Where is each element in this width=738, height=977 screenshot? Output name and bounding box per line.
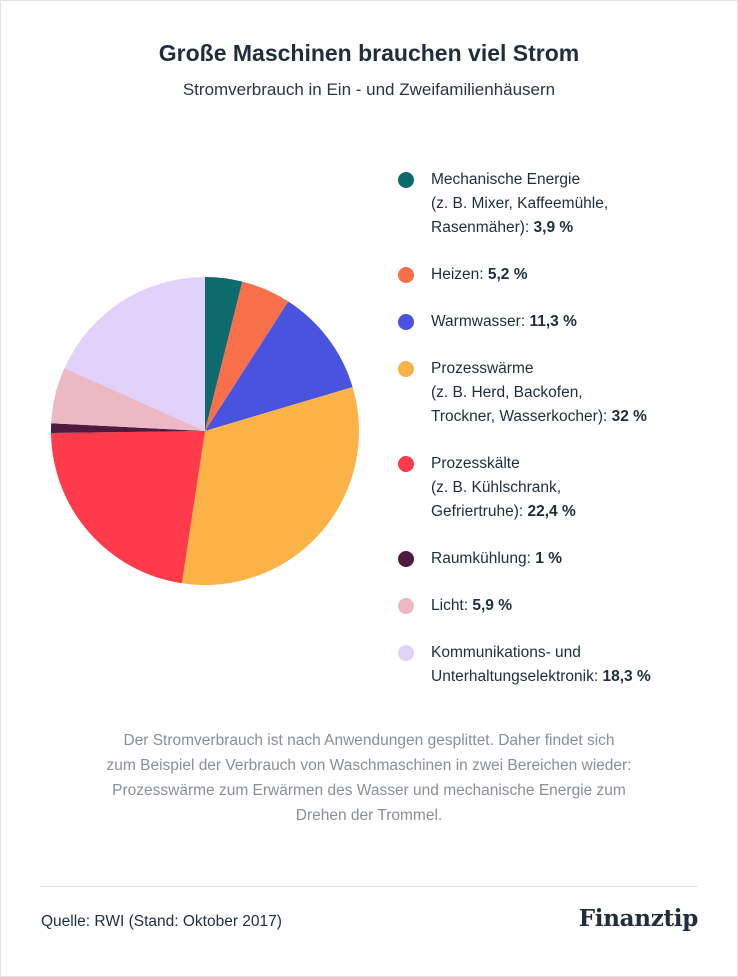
legend-label-line: (z. B. Mixer, Kaffeemühle, — [431, 195, 609, 212]
legend-label-line: Heizen: — [431, 266, 484, 283]
legend-label-line: Trockner, Wasserkocher): — [431, 408, 608, 425]
note-line: Prozesswärme zum Erwärmen des Wasser und… — [112, 782, 626, 799]
note-line: zum Beispiel der Verbrauch von Waschmasc… — [106, 757, 632, 774]
legend-label: Raumkühlung: 1 % — [431, 547, 721, 571]
legend-swatch — [398, 551, 414, 567]
legend-swatch — [398, 172, 414, 188]
pie-slice-2 — [205, 301, 353, 431]
legend-label-line: Prozesswärme — [431, 360, 534, 377]
finanztip-logo: Finanztip — [578, 905, 699, 932]
pie-slice-5 — [50, 423, 206, 433]
chart-note: Der Stromverbrauch ist nach Anwendungen … — [60, 728, 678, 828]
legend-label-line: Licht: — [431, 597, 469, 614]
pie-slice-3 — [181, 387, 359, 585]
legend-label: Prozesskälte (z. B. Kühlschrank, Gefriertr… — [431, 452, 721, 524]
legend-label-line: Raumkühlung: — [431, 550, 531, 567]
pie-slice-6 — [51, 368, 205, 431]
note-line: Der Stromverbrauch ist nach Anwendungen … — [123, 732, 615, 749]
legend-label-line: Unterhaltungselektronik: — [431, 668, 599, 685]
legend-value: 32 % — [611, 408, 647, 425]
pie-chart — [50, 277, 359, 585]
legend-label-line: Prozesskälte — [431, 455, 520, 472]
legend-label: Kommunikations- und Unterhaltungselektron… — [431, 641, 721, 689]
legend-label: Mechanische Energie (z. B. Mixer, Kaffeem… — [431, 168, 721, 240]
pie-slice-0 — [205, 277, 243, 431]
legend-value: 5,2 % — [487, 266, 528, 283]
chart-subtitle: Stromverbrauch in Ein - und Zweifamilien… — [182, 80, 556, 99]
legend-label: Licht: 5,9 % — [431, 594, 721, 618]
legend-label-line: (z. B. Kühlschrank, — [431, 479, 562, 496]
legend-swatch — [398, 267, 414, 283]
legend-label-line: Rasenmäher): — [431, 219, 530, 236]
legend-label-line: Warmwasser: — [431, 313, 526, 330]
legend-swatch — [398, 598, 414, 614]
legend-label: Warmwasser: 11,3 % — [431, 310, 721, 334]
source-text: Quelle: RWI (Stand: Oktober 2017) — [41, 913, 282, 930]
pie-slice-4 — [51, 431, 205, 584]
legend-swatch — [398, 456, 414, 472]
legend-value: 3,9 % — [533, 219, 574, 236]
legend-value: 5,9 % — [472, 597, 513, 614]
pie-slice-7 — [64, 277, 205, 431]
legend-label-line: Mechanische Energie — [431, 171, 581, 188]
legend-swatch — [398, 645, 414, 661]
legend-value: 18,3 % — [602, 668, 651, 685]
legend-label-line: Kommunikations- und — [431, 644, 581, 661]
legend-label: Heizen: 5,2 % — [431, 263, 721, 287]
legend-label: Prozesswärme (z. B. Herd, Backofen, Trockn… — [431, 357, 721, 429]
legend-swatch — [398, 361, 414, 377]
legend-label-line: Gefriertruhe): — [431, 503, 524, 520]
legend-value: 11,3 % — [529, 313, 577, 330]
pie-slice-1 — [205, 281, 289, 431]
chart-title: Große Maschinen brauchen viel Strom — [158, 40, 580, 66]
legend-swatch — [398, 314, 414, 330]
footer-divider — [40, 886, 698, 887]
legend-label-line: (z. B. Herd, Backofen, — [431, 384, 583, 401]
legend-value: 22,4 % — [527, 503, 576, 520]
legend-value: 1 % — [535, 550, 562, 567]
note-line: Drehen der Trommel. — [295, 807, 443, 824]
